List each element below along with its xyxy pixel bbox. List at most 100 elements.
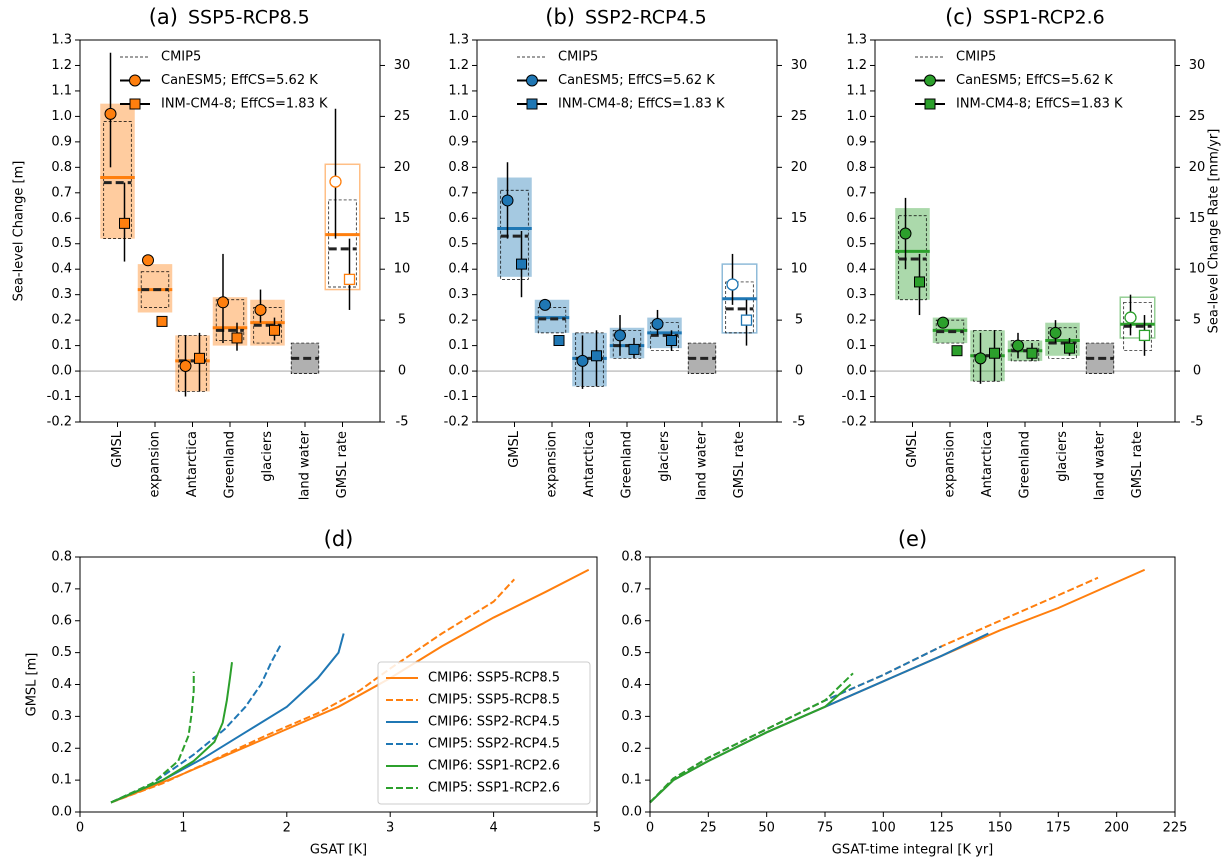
y-tick-label: 0.3 xyxy=(448,287,469,302)
panel-title: SSP5-RCP8.5 xyxy=(188,7,310,29)
y-tick-label: 0.6 xyxy=(51,613,72,628)
y-tick-label: 0.1 xyxy=(51,773,72,788)
y-tick-label: 0.4 xyxy=(51,677,72,692)
y2-tick-label: 5 xyxy=(398,313,406,328)
x-tick-label: 0 xyxy=(76,821,84,836)
x-tick-label: land water xyxy=(695,430,710,500)
legend-marker xyxy=(526,74,538,87)
y-tick-label: 1.1 xyxy=(51,83,72,98)
y2-tick-label: 5 xyxy=(1193,313,1201,328)
canesm5-marker xyxy=(1012,339,1024,352)
rate-cmip5-range xyxy=(328,199,357,288)
y-tick-label: 0.8 xyxy=(51,160,72,175)
y-tick-label: 0.5 xyxy=(621,645,642,660)
y2-axis-label: Sea-level Change Rate [mm/yr] xyxy=(1207,129,1222,334)
panel-title: SSP1-RCP2.6 xyxy=(983,7,1105,29)
legend-marker xyxy=(924,74,936,87)
y-tick-label: 1.0 xyxy=(846,109,867,124)
y-tick-label: 0.4 xyxy=(51,262,72,277)
series-line xyxy=(110,662,233,804)
y2-tick-label: 30 xyxy=(791,58,808,73)
y-tick-label: 1.3 xyxy=(448,33,469,48)
series-line xyxy=(110,642,283,804)
canesm5-marker xyxy=(104,107,117,120)
y-tick-label: 0.8 xyxy=(51,550,72,565)
cmip5-range xyxy=(215,299,245,341)
inm-marker xyxy=(914,276,925,288)
y2-tick-label: -5 xyxy=(1191,415,1204,430)
y-tick-label: 0.5 xyxy=(51,236,72,251)
rate-canesm5-marker xyxy=(1124,311,1137,324)
y-axis-label: Sea-level Change [m] xyxy=(12,161,27,302)
legend-label: CMIP6: SSP2-RCP4.5 xyxy=(428,715,560,730)
canesm5-marker xyxy=(576,354,589,367)
canesm5-marker xyxy=(501,194,514,207)
series-line xyxy=(110,578,516,804)
x-tick-label: 4 xyxy=(489,821,497,836)
x-tick-label: 50 xyxy=(758,821,775,836)
y-tick-label: 1.3 xyxy=(846,33,867,48)
x-tick-label: GMSL xyxy=(905,430,920,468)
canesm5-marker xyxy=(651,317,664,330)
y-tick-label: 1.2 xyxy=(448,58,469,73)
canesm5-marker xyxy=(254,303,267,316)
x-tick-label: Greenland xyxy=(1018,431,1033,498)
legend-label: INM-CM4-8; EffCS=1.83 K xyxy=(956,97,1123,112)
y-tick-label: 1.0 xyxy=(51,109,72,124)
legend-marker xyxy=(129,98,141,110)
y-tick-label: 0.7 xyxy=(621,581,642,596)
y2-tick-label: 10 xyxy=(791,262,808,277)
rate-inm-marker xyxy=(343,273,356,286)
series-line xyxy=(649,645,943,804)
y-tick-label: 0.4 xyxy=(621,677,642,692)
y-tick-label: 0.2 xyxy=(51,741,72,756)
plot-frame xyxy=(874,39,1176,423)
y2-tick-label: 15 xyxy=(1189,211,1206,226)
y-tick-label: -0.2 xyxy=(842,415,867,430)
y-tick-label: 0.4 xyxy=(846,262,867,277)
y-tick-label: 0.6 xyxy=(846,211,867,226)
legend-marker xyxy=(129,74,141,87)
series-line xyxy=(110,671,195,804)
x-axis-label: GSAT-time integral [K yr] xyxy=(832,843,993,858)
y2-tick-label: 10 xyxy=(394,262,411,277)
y2-tick-label: 10 xyxy=(1189,262,1206,277)
y-tick-label: 0.3 xyxy=(846,287,867,302)
y-tick-label: 0.9 xyxy=(51,134,72,149)
y-tick-label: 0.0 xyxy=(621,805,642,820)
x-tick-label: glaciers xyxy=(657,431,672,482)
y-tick-label: 0.0 xyxy=(846,364,867,379)
y-tick-label: 0.2 xyxy=(621,741,642,756)
y-axis-label: GMSL [m] xyxy=(25,653,40,717)
y-tick-label: 0.1 xyxy=(846,338,867,353)
series-line xyxy=(649,568,1146,804)
x-tick-label: expansion xyxy=(148,431,163,498)
legend-label: CanESM5; EffCS=5.62 K xyxy=(956,73,1113,88)
x-tick-label: GMSL rate xyxy=(335,431,350,498)
y-tick-label: 0.5 xyxy=(51,645,72,660)
y-tick-label: 0.2 xyxy=(51,313,72,328)
inm-marker xyxy=(591,350,602,362)
legend-label: CMIP5 xyxy=(956,50,996,65)
cmip5-range xyxy=(103,121,132,239)
legend-label: CMIP5 xyxy=(161,50,201,65)
y2-tick-label: 0 xyxy=(795,364,803,379)
x-tick-label: 175 xyxy=(1046,821,1071,836)
x-tick-label: Greenland xyxy=(223,431,238,498)
y2-tick-label: 30 xyxy=(394,58,411,73)
y-tick-label: 0.7 xyxy=(448,185,469,200)
series-line xyxy=(649,672,854,804)
inm-marker xyxy=(628,343,640,355)
y-tick-label: 1.1 xyxy=(846,83,867,98)
legend-label: CMIP5: SSP2-RCP4.5 xyxy=(428,737,560,752)
x-tick-label: Antarctica xyxy=(582,431,597,497)
y-tick-label: 0.4 xyxy=(448,262,469,277)
inm-marker xyxy=(989,347,1000,359)
y-tick-label: -0.1 xyxy=(842,389,867,404)
rate-inm-marker xyxy=(740,314,753,326)
y-tick-label: 0.7 xyxy=(51,185,72,200)
series-line xyxy=(649,683,852,804)
x-tick-label: 3 xyxy=(386,821,394,836)
y2-tick-label: 15 xyxy=(394,211,411,226)
